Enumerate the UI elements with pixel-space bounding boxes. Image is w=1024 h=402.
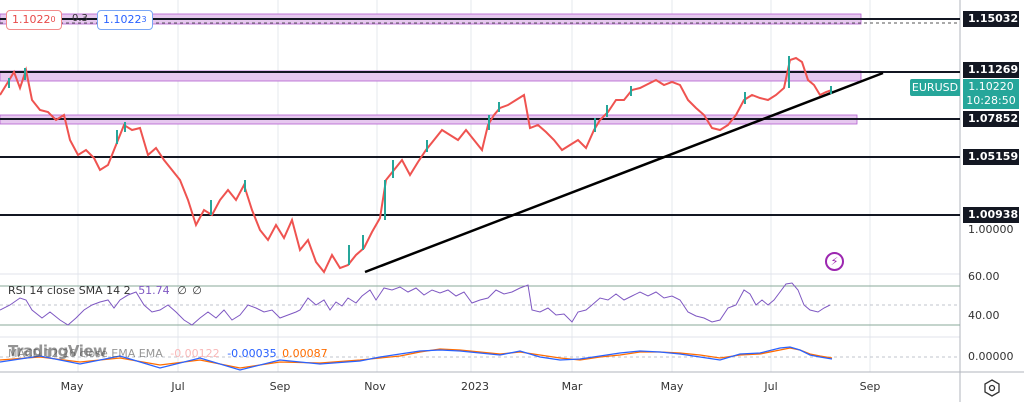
level-label[interactable]: 1.15032 [963, 11, 1019, 27]
rsi-line [0, 282, 831, 326]
macd-tick: 0.00000 [968, 350, 1014, 363]
level-label[interactable]: 1.07852 [963, 111, 1019, 127]
rsi-extra-1: ∅ [177, 284, 187, 297]
level-label[interactable]: 1.11269 [963, 62, 1019, 78]
bull-candles [8, 56, 832, 265]
candles [0, 56, 833, 274]
tradingview-watermark: TradingView [8, 342, 107, 360]
sell-price: 1.1022 [12, 13, 51, 26]
time-label: May [60, 380, 84, 393]
vertical-gridlines [77, 0, 871, 372]
time-label: May [660, 380, 684, 393]
buy-price-pip: 3 [141, 15, 147, 24]
rsi-title: RSI 14 close SMA 14 2 [8, 284, 131, 297]
spread-value: 0.3 [72, 13, 88, 24]
time-label: 2023 [461, 380, 489, 393]
time-label: Jul [171, 380, 185, 393]
macd-value: -0.00035 [227, 347, 277, 360]
macd-histogram-value: -0.00122 [170, 347, 220, 360]
current-price: 1.10220 [968, 80, 1014, 93]
rsi-value: 51.74 [138, 284, 170, 297]
bar-countdown: 10:28:50 [966, 94, 1016, 107]
rsi-legend[interactable]: RSI 14 close SMA 14 2 51.74 ∅ ∅ [8, 284, 202, 297]
current-price-label: 1.10220 10:28:50 [963, 79, 1019, 109]
sell-price-pip: 0 [50, 15, 56, 24]
price-tick: 1.00000 [968, 223, 1014, 236]
buy-price: 1.1022 [103, 13, 142, 26]
lightning-icon[interactable]: ⚡ [825, 252, 844, 271]
horizontal-levels [0, 18, 960, 216]
trendline[interactable] [364, 71, 884, 274]
symbol-badge: EURUSD [910, 79, 960, 96]
level-label[interactable]: 1.00938 [963, 207, 1019, 223]
time-label: Sep [269, 380, 291, 393]
macd-signal-value: 0.00087 [282, 347, 328, 360]
buy-button[interactable]: 1.10223 [97, 10, 153, 30]
level-label[interactable]: 1.05159 [963, 149, 1019, 165]
macd-title: MACD 12 26 close EMA EMA [8, 347, 163, 360]
rsi-extra-2: ∅ [192, 284, 202, 297]
supply-demand-zones [0, 13, 862, 125]
rsi-tick: 40.00 [968, 309, 1000, 322]
settings-icon [984, 379, 1000, 397]
time-label: Jul [764, 380, 778, 393]
macd-line [0, 346, 833, 371]
time-label: Sep [859, 380, 881, 393]
sell-button[interactable]: 1.10220 [6, 10, 62, 30]
time-label: Mar [561, 380, 583, 393]
rsi-tick: 60.00 [968, 270, 1000, 283]
macd-legend[interactable]: MACD 12 26 close EMA EMA -0.00122 -0.000… [8, 347, 328, 360]
time-label: Nov [364, 380, 386, 393]
